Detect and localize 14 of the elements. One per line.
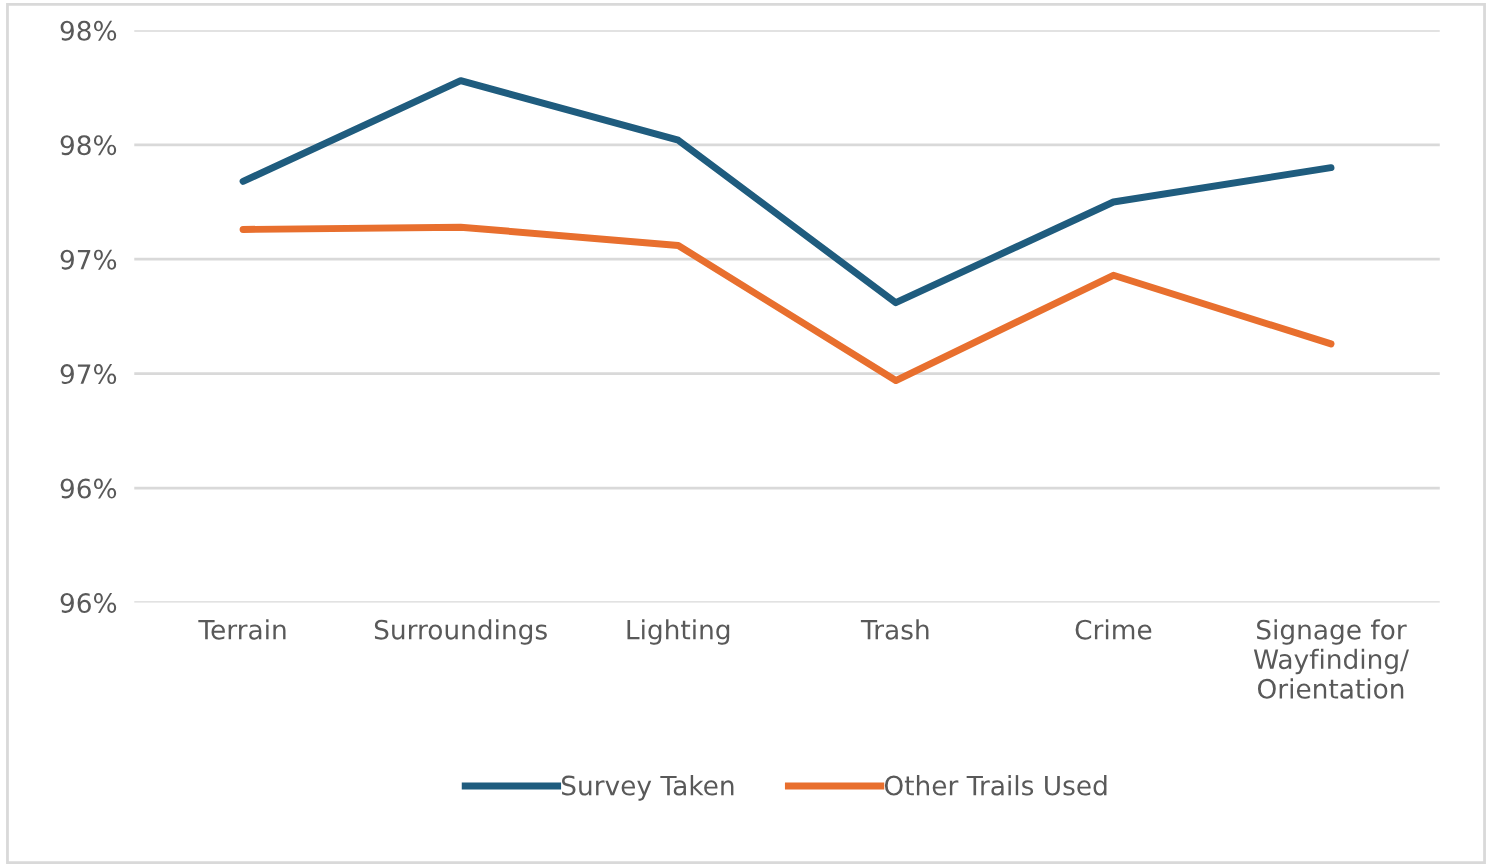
y-tick-label: 98% xyxy=(60,135,117,156)
x-tick-label: Lighting xyxy=(627,619,730,645)
y-tick-label: 98% xyxy=(60,20,117,41)
x-tick-label: Signage for Wayfinding/ Orientation xyxy=(1253,619,1409,699)
y-tick-label: 97% xyxy=(60,249,117,270)
x-tick-label: Crime xyxy=(1075,619,1152,640)
y-tick-label: 96% xyxy=(60,478,117,499)
y-tick-label: 97% xyxy=(60,364,117,385)
x-tick-label: Trash xyxy=(860,619,929,640)
x-tick-label: Surroundings xyxy=(374,619,547,645)
x-tick-label: Terrain xyxy=(198,619,286,640)
legend-label: Survey Taken xyxy=(561,775,734,801)
y-tick-label: 96% xyxy=(60,593,117,613)
legend-label: Other Trails Used xyxy=(884,775,1107,796)
